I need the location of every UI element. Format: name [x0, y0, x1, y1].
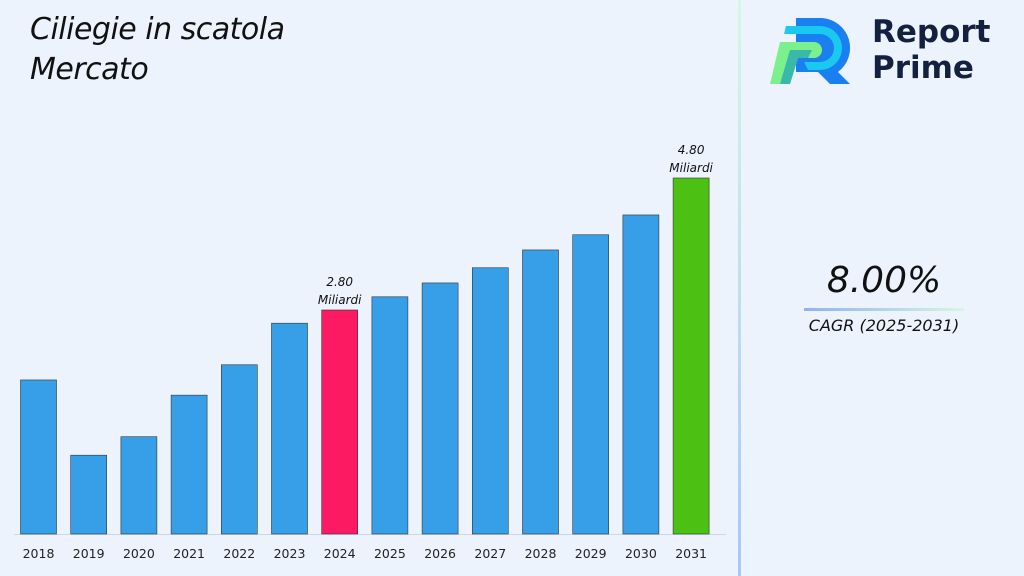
x-tick-label: 2024 — [324, 546, 356, 561]
bar-2027 — [471, 267, 509, 535]
x-tick-label: 2030 — [625, 546, 657, 561]
bar-2024 — [321, 309, 359, 535]
cagr-value: 8.00% — [826, 260, 942, 301]
data-label-unit: Miliardi — [318, 293, 362, 307]
x-tick-label: 2031 — [675, 546, 707, 561]
x-tick-label: 2019 — [73, 546, 105, 561]
bar-2025 — [371, 296, 409, 535]
brand-name: Report Prime — [872, 14, 991, 86]
brand-line-1: Report — [872, 14, 991, 50]
bar-2030 — [622, 214, 660, 535]
x-tick-label: 2029 — [575, 546, 607, 561]
cagr-underline — [804, 308, 964, 311]
bar-2019 — [70, 454, 107, 535]
x-tick-label: 2026 — [424, 546, 456, 561]
bar-2022 — [221, 364, 258, 535]
brand-line-2: Prime — [872, 50, 974, 86]
cagr-label: CAGR (2025-2031) — [808, 316, 960, 335]
x-tick-label: 2020 — [123, 546, 155, 561]
report-prime-logo-icon — [770, 18, 851, 84]
title-line-2: Mercato — [30, 52, 149, 87]
bar-2018 — [20, 379, 57, 535]
data-label-value: 2.80 — [326, 275, 353, 289]
chart-title: Ciliegie in scatola Mercato — [30, 10, 285, 90]
bar-2020 — [120, 436, 158, 535]
data-label-value: 4.80 — [678, 143, 705, 157]
bar-2031 — [672, 177, 710, 535]
x-tick-label: 2023 — [274, 546, 306, 561]
bar-2029 — [572, 234, 610, 535]
x-tick-label: 2028 — [525, 546, 557, 561]
bar-2026 — [421, 282, 459, 535]
bar-chart: 2018 2019 2020 2021 2022 2023 2024 2.80 Miliardi… — [14, 143, 726, 561]
bar-2023 — [271, 322, 308, 535]
bar-2021 — [170, 394, 208, 535]
x-tick-label: 2018 — [23, 546, 55, 561]
bar-2028 — [522, 249, 559, 535]
title-line-1: Ciliegie in scatola — [30, 12, 285, 47]
data-label-unit: Miliardi — [669, 161, 713, 175]
x-tick-label: 2022 — [223, 546, 255, 561]
x-tick-label: 2025 — [374, 546, 406, 561]
divider — [738, 0, 741, 576]
x-tick-label: 2021 — [173, 546, 205, 561]
x-tick-label: 2027 — [474, 546, 506, 561]
